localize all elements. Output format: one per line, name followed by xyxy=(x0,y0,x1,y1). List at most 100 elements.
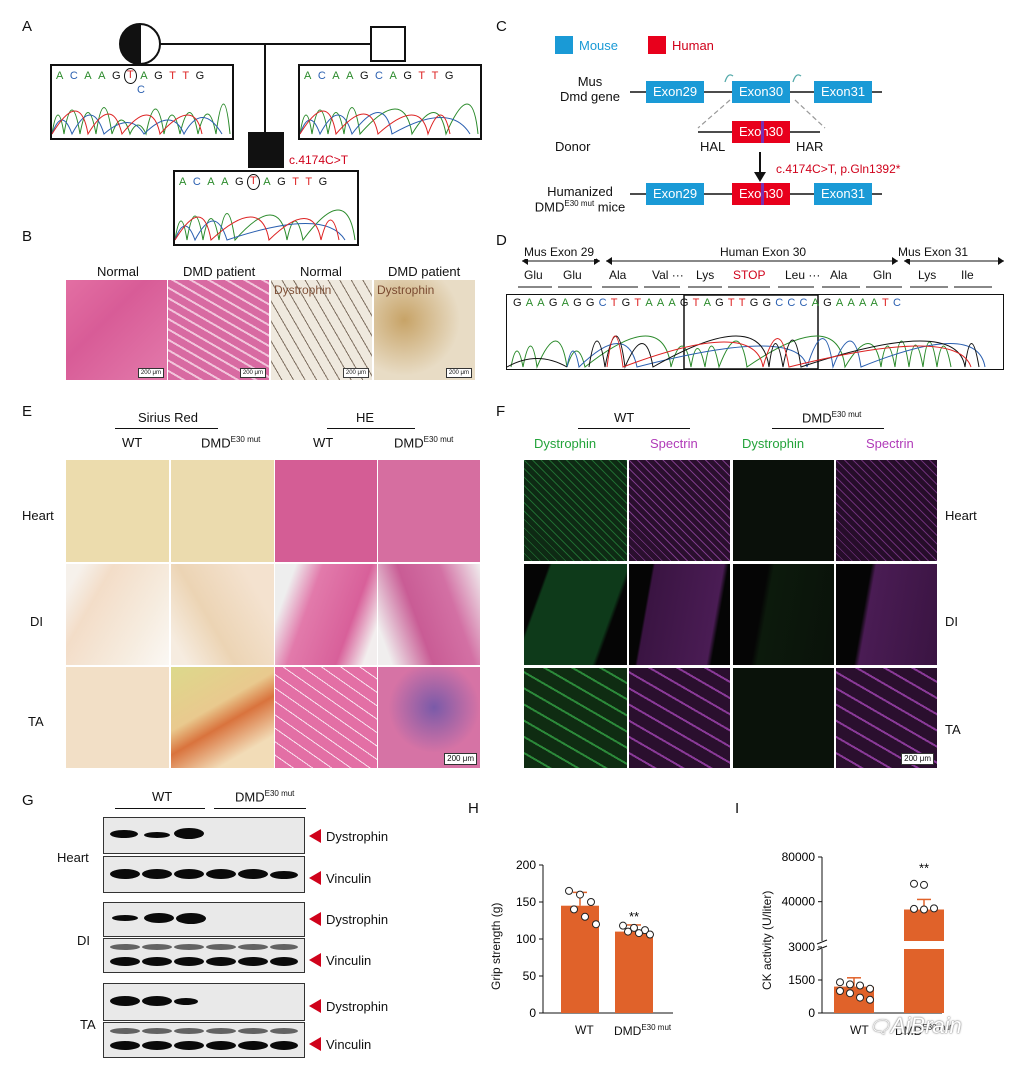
stain-label: Dystrophin xyxy=(377,283,435,297)
band xyxy=(206,944,236,950)
data-point xyxy=(630,923,638,932)
bar-lower xyxy=(904,949,944,1013)
panel-label-d: D xyxy=(496,232,507,249)
sr-di-wt xyxy=(66,564,169,665)
base: A xyxy=(140,70,148,82)
data-point xyxy=(565,886,573,895)
row-label-donor: Donor xyxy=(555,139,591,154)
band-label-vin: Vinculin xyxy=(326,953,372,968)
g-mut-label: DMDE30 mut xyxy=(235,789,294,804)
f-col-dys-wt: Dystrophin xyxy=(534,436,597,451)
base: C xyxy=(317,70,326,82)
scale-bar: 200 μm xyxy=(137,368,164,378)
data-point xyxy=(866,984,874,993)
group-underline xyxy=(578,428,690,429)
if-heart-dys-mut xyxy=(733,460,834,561)
stain-label: Dystrophin xyxy=(274,283,332,297)
sr-heart-wt xyxy=(66,460,169,562)
if-heart-spec-mut xyxy=(836,460,937,561)
ihc-patient-image: Dystrophin 200 μm xyxy=(374,280,475,380)
data-point xyxy=(910,879,918,888)
if-di-dys-mut xyxy=(733,564,834,665)
data-point xyxy=(866,995,874,1004)
sequence-mother: A C A A G T A G T T G xyxy=(56,68,204,84)
he-heart-wt xyxy=(275,460,377,562)
base: G xyxy=(621,297,631,309)
region-mus-exon29: Mus Exon 29 xyxy=(522,245,597,259)
base: A xyxy=(858,297,867,309)
panel-label-i: I xyxy=(735,800,740,817)
base: A xyxy=(346,70,354,82)
base: T xyxy=(692,297,700,309)
y-tick-label: 80000 xyxy=(782,850,816,864)
band-label-vin: Vinculin xyxy=(326,871,372,886)
data-point xyxy=(930,904,938,913)
band xyxy=(206,869,236,879)
base: C xyxy=(375,70,383,82)
group-underline xyxy=(214,808,306,809)
group-underline xyxy=(327,428,415,429)
col-label: DMD xyxy=(394,435,424,451)
base: T xyxy=(882,297,889,309)
e-col-mut-1: DMDE30 mut xyxy=(201,435,260,450)
band xyxy=(142,944,172,950)
band xyxy=(238,1041,268,1050)
base: A xyxy=(179,176,187,188)
xlabel-sup: E30 mut xyxy=(922,1023,953,1032)
scale-bar: 200 μm xyxy=(901,753,934,765)
base: A xyxy=(525,297,534,309)
if-di-spec-mut xyxy=(836,564,937,665)
chromatogram-patient: A C A A G T A G T T G xyxy=(173,170,359,246)
ihc-normal-image: Dystrophin 200 μm xyxy=(271,280,372,380)
data-point xyxy=(920,880,928,889)
base: T xyxy=(431,70,439,82)
base: A xyxy=(304,70,312,82)
region-human-exon30: Human Exon 30 xyxy=(718,245,809,259)
blot-di-vinculin xyxy=(103,938,305,973)
base: T xyxy=(634,297,642,309)
row-label-sup: E30 mut xyxy=(564,199,595,208)
b-header-3: Normal xyxy=(300,264,342,279)
panel-label-e: E xyxy=(22,403,33,420)
panel-label-a: A xyxy=(22,18,33,35)
if-di-dys-wt xyxy=(524,564,627,665)
aa: Glu xyxy=(563,268,582,282)
base: A xyxy=(870,297,878,309)
aa: Leu ··· xyxy=(785,268,821,282)
base: G xyxy=(585,297,595,309)
base: G xyxy=(679,297,689,309)
g-wt-label: WT xyxy=(152,789,173,804)
base: A xyxy=(56,70,64,82)
if-di-spec-wt xyxy=(629,564,730,665)
base: T xyxy=(727,297,735,309)
band xyxy=(238,869,268,879)
b-header-4: DMD patient xyxy=(388,264,461,279)
watermark: 🗨AiBrain xyxy=(868,1013,962,1039)
band-label-dys: Dystrophin xyxy=(326,999,389,1014)
y-tick-label: 200 xyxy=(516,858,536,872)
f-row-heart: Heart xyxy=(945,508,977,523)
aa-stop: STOP xyxy=(733,268,766,282)
base: A xyxy=(656,297,665,309)
ck-activity-chart: 0 1500 3000 40000 80000 ** xyxy=(782,850,944,1020)
blot-di-dystrophin xyxy=(103,902,305,937)
data-point xyxy=(856,981,864,990)
band xyxy=(144,913,174,923)
base: A xyxy=(835,297,844,309)
g-tissue-ta: TA xyxy=(80,1017,96,1032)
band xyxy=(142,1028,172,1034)
pedigree-diagram xyxy=(119,23,406,168)
base: G xyxy=(154,70,163,82)
base: G xyxy=(715,297,724,309)
row-label-humanized: Humanized DMDE30 mut mice xyxy=(530,184,630,214)
band xyxy=(238,957,268,966)
row-label-line: Mus xyxy=(577,74,603,89)
blot-heart-vinculin xyxy=(103,856,305,893)
if-ta-spec-wt xyxy=(629,668,730,768)
base: T xyxy=(182,70,190,82)
data-point xyxy=(587,898,595,906)
data-point xyxy=(920,905,928,914)
band xyxy=(238,944,268,950)
arrow-icon xyxy=(309,953,321,967)
sequence-father: A C A A G C A G T T G xyxy=(304,70,453,82)
